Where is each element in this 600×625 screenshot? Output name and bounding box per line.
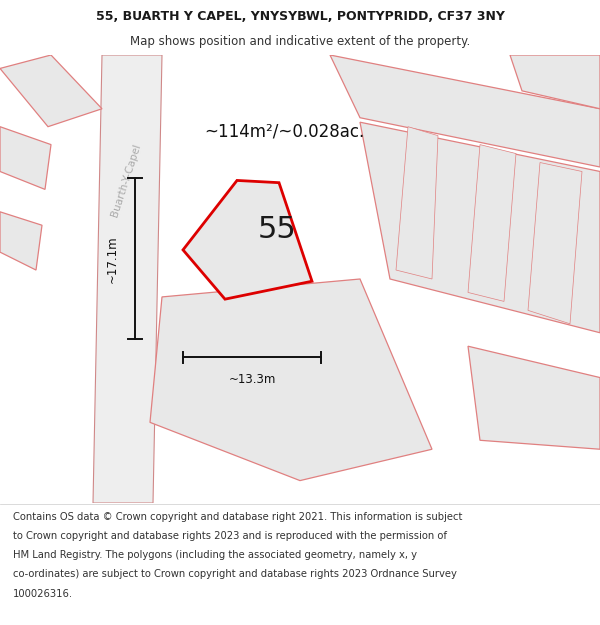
Text: 100026316.: 100026316. [13, 589, 73, 599]
Text: co-ordinates) are subject to Crown copyright and database rights 2023 Ordnance S: co-ordinates) are subject to Crown copyr… [13, 569, 457, 579]
Text: 55: 55 [258, 215, 296, 244]
Polygon shape [93, 55, 162, 503]
Text: ~114m²/~0.028ac.: ~114m²/~0.028ac. [204, 122, 364, 140]
Text: 55, BUARTH Y CAPEL, YNYSYBWL, PONTYPRIDD, CF37 3NY: 55, BUARTH Y CAPEL, YNYSYBWL, PONTYPRIDD… [95, 10, 505, 23]
Polygon shape [468, 346, 600, 449]
Text: ~17.1m: ~17.1m [106, 235, 119, 282]
Text: to Crown copyright and database rights 2023 and is reproduced with the permissio: to Crown copyright and database rights 2… [13, 531, 447, 541]
Text: HM Land Registry. The polygons (including the associated geometry, namely x, y: HM Land Registry. The polygons (includin… [13, 550, 417, 560]
Polygon shape [0, 212, 42, 270]
Polygon shape [396, 127, 438, 279]
Polygon shape [330, 55, 600, 167]
Text: Map shows position and indicative extent of the property.: Map shows position and indicative extent… [130, 35, 470, 48]
Text: Contains OS data © Crown copyright and database right 2021. This information is : Contains OS data © Crown copyright and d… [13, 511, 463, 521]
Polygon shape [528, 162, 582, 324]
Polygon shape [0, 55, 102, 127]
Text: Buarth-Y-Capel: Buarth-Y-Capel [109, 142, 143, 218]
Polygon shape [183, 181, 312, 299]
Polygon shape [150, 279, 432, 481]
Polygon shape [510, 55, 600, 109]
Polygon shape [0, 127, 51, 189]
Polygon shape [360, 122, 600, 332]
Polygon shape [468, 144, 516, 301]
Text: ~13.3m: ~13.3m [229, 373, 275, 386]
